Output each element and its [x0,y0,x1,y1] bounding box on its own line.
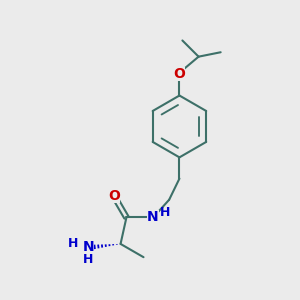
Text: H: H [160,206,170,219]
Text: O: O [173,67,185,81]
Text: H: H [83,253,93,266]
Text: N: N [147,210,159,224]
Text: H: H [68,237,79,250]
Text: N: N [82,241,94,254]
Text: O: O [108,189,120,203]
